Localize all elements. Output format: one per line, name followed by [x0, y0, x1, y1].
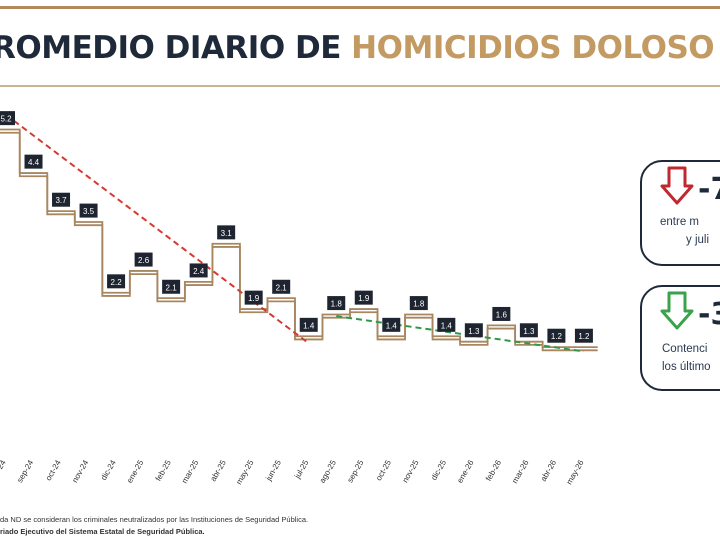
- x-tick-label: jun-25: [264, 458, 284, 483]
- trend-line-green: [336, 315, 585, 353]
- value-label-box: [162, 279, 181, 294]
- value-label: 1.4: [441, 321, 453, 330]
- stat-card-value: -7: [698, 172, 720, 207]
- value-label: 1.9: [358, 294, 370, 303]
- x-tick-label: sep-25: [345, 458, 365, 484]
- x-tick-label: sep-24: [15, 458, 35, 484]
- stat-card-text-2: y juli: [686, 234, 710, 246]
- value-label: 3.1: [221, 229, 233, 238]
- value-label: 2.1: [276, 283, 288, 292]
- value-label-box: [189, 263, 208, 278]
- x-tick-label: dic-24: [99, 458, 118, 482]
- value-label-box: [107, 274, 126, 289]
- value-label-box: [492, 306, 511, 321]
- value-label: 2.4: [193, 267, 205, 276]
- x-tick-label: abr-25: [209, 458, 229, 483]
- x-tick-label: ago-24: [0, 458, 8, 485]
- value-label: 4.4: [28, 158, 40, 167]
- value-label: 2.1: [166, 283, 178, 292]
- value-label: 1.4: [386, 321, 398, 330]
- x-tick-label: may-25: [234, 458, 255, 486]
- value-label-box: [244, 290, 263, 305]
- value-label-box: [327, 296, 346, 311]
- x-tick-label: mar-25: [180, 458, 201, 485]
- footnote-source: riado Ejecutivo del Sistema Estatal de S…: [0, 527, 205, 536]
- value-label: 1.4: [303, 321, 315, 330]
- value-label-box: [547, 328, 566, 343]
- top-rule: [0, 6, 720, 9]
- value-label-box: [0, 111, 15, 126]
- step-line-2: [0, 131, 598, 352]
- x-tick-label: feb-25: [154, 458, 173, 483]
- value-label: 2.2: [111, 278, 123, 287]
- title-underline: [0, 85, 720, 87]
- value-label-box: [24, 154, 43, 169]
- value-label: 3.5: [83, 207, 95, 216]
- value-label: 1.8: [413, 300, 425, 309]
- x-tick-label: nov-25: [401, 458, 421, 484]
- value-label: 5.2: [0, 115, 12, 124]
- x-tick-label: ago-25: [318, 458, 339, 485]
- value-label: 1.2: [578, 332, 590, 341]
- value-label: 2.6: [138, 256, 150, 265]
- x-tick-label: abr-26: [539, 458, 559, 483]
- title-part-dark: ROMEDIO DIARIO DE: [0, 30, 352, 66]
- value-label-box: [409, 296, 428, 311]
- x-tick-label: dic-25: [429, 458, 448, 482]
- trend-line-red: [5, 114, 310, 345]
- value-label-box: [217, 225, 236, 240]
- stat-card-text-1: entre m: [660, 216, 699, 228]
- x-tick-label: feb-26: [484, 458, 503, 483]
- x-tick-label: ene-26: [455, 458, 476, 485]
- stat-card-value: -3: [698, 297, 720, 332]
- value-label-box: [437, 317, 456, 332]
- value-label: 1.8: [331, 300, 343, 309]
- x-tick-label: ene-25: [125, 458, 146, 485]
- value-label-box: [354, 290, 373, 305]
- x-tick-label: may-26: [565, 458, 586, 486]
- x-tick-label: jul-25: [292, 458, 310, 481]
- x-tick-label: oct-25: [374, 458, 393, 482]
- stat-card-decrease: -7 entre m y juli: [640, 160, 720, 266]
- value-label-box: [272, 279, 291, 294]
- value-label-box: [134, 252, 153, 267]
- stat-card-text-1: Contenci: [662, 343, 708, 355]
- value-label-box: [79, 203, 98, 218]
- x-tick-label: oct-24: [44, 458, 63, 482]
- value-label: 1.3: [523, 327, 535, 336]
- value-label-box: [519, 323, 538, 338]
- value-label: 1.6: [496, 310, 508, 319]
- value-label: 1.3: [468, 327, 480, 336]
- page-title: ROMEDIO DIARIO DE HOMICIDIOS DOLOSO: [0, 30, 715, 66]
- value-label-box: [52, 192, 71, 207]
- value-label: 3.7: [55, 196, 67, 205]
- value-label-box: [299, 317, 318, 332]
- value-label-box: [382, 317, 401, 332]
- value-label: 1.2: [551, 332, 563, 341]
- footnote-criteria: da ND se consideran los criminales neutr…: [0, 515, 309, 524]
- homicide-step-chart: 5.2 4.4 3.7 3.5 2.2 2.6 2.1 2.4 3.1 1.9 2.1 1.4 1.8 1…: [0, 111, 598, 486]
- arrow-down-red-icon: [660, 166, 694, 205]
- value-label: 1.9: [248, 294, 260, 303]
- title-part-gold: HOMICIDIOS DOLOSO: [351, 30, 715, 66]
- stat-card-containment: -3 Contenci los último: [640, 285, 720, 391]
- value-label-box: [464, 323, 483, 338]
- stat-card-text-2: los último: [662, 361, 711, 373]
- x-tick-label: mar-26: [510, 458, 531, 485]
- x-tick-label: nov-24: [70, 458, 90, 484]
- value-label-box: [574, 328, 593, 343]
- arrow-down-green-icon: [660, 291, 694, 330]
